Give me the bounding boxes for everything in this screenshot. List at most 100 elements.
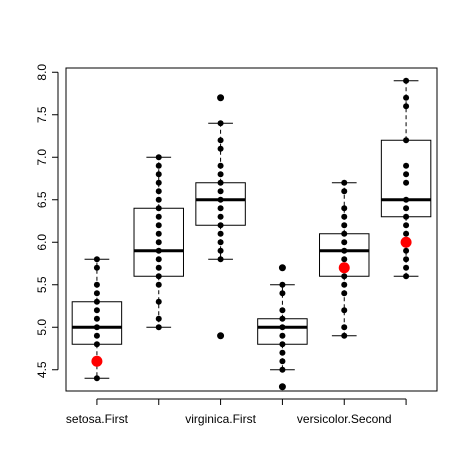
data-point	[155, 256, 162, 263]
box-iqr	[257, 318, 308, 345]
data-point	[403, 213, 410, 220]
highlight-point	[400, 236, 412, 248]
data-point	[279, 290, 286, 297]
data-point	[93, 315, 100, 322]
data-point	[155, 324, 162, 331]
data-point	[217, 179, 224, 186]
highlight-series	[91, 236, 412, 367]
data-point	[93, 298, 100, 305]
data-point	[341, 239, 348, 246]
data-point	[217, 247, 224, 254]
data-point	[93, 256, 100, 263]
data-point	[341, 188, 348, 195]
data-point	[403, 205, 410, 212]
y-tick-label: 5.0	[35, 319, 49, 336]
data-point	[155, 213, 162, 220]
x-tick-label: setosa.First	[66, 412, 129, 426]
data-point	[341, 290, 348, 297]
data-point	[403, 264, 410, 271]
data-point	[403, 77, 410, 84]
data-point	[217, 94, 224, 101]
data-point	[217, 332, 224, 339]
data-point	[403, 171, 410, 178]
data-point	[279, 281, 286, 288]
data-point	[217, 239, 224, 246]
data-point	[279, 383, 286, 390]
data-point	[403, 222, 410, 229]
data-point	[341, 213, 348, 220]
data-point	[341, 256, 348, 263]
data-point	[155, 264, 162, 271]
data-point	[155, 239, 162, 246]
data-point	[403, 94, 410, 101]
data-point	[93, 332, 100, 339]
data-point	[217, 205, 224, 212]
data-point	[341, 324, 348, 331]
y-tick-label: 6.5	[35, 191, 49, 208]
plot-frame	[65, 67, 438, 392]
data-point	[155, 179, 162, 186]
data-point	[155, 188, 162, 195]
data-point	[217, 256, 224, 263]
data-point	[341, 247, 348, 254]
data-point	[279, 264, 286, 271]
data-point	[403, 230, 410, 237]
data-point	[341, 307, 348, 314]
data-point	[93, 290, 100, 297]
y-tick-label: 6.0	[35, 234, 49, 251]
data-point	[217, 196, 224, 203]
data-point	[217, 188, 224, 195]
data-point	[341, 273, 348, 280]
data-point	[155, 298, 162, 305]
y-tick-label: 5.5	[35, 276, 49, 293]
point-series	[93, 77, 410, 390]
data-point	[279, 366, 286, 373]
x-axis: setosa.First virginica.First versicolor.Se…	[66, 398, 407, 426]
data-point	[279, 341, 286, 348]
data-point	[217, 137, 224, 144]
y-tick-label: 4.5	[35, 361, 49, 378]
data-point	[279, 324, 286, 331]
data-point	[155, 154, 162, 161]
data-point	[93, 264, 100, 271]
highlight-point	[91, 355, 103, 367]
data-point	[155, 205, 162, 212]
data-point	[155, 196, 162, 203]
x-tick-label: versicolor.Second	[297, 412, 392, 426]
data-point	[155, 273, 162, 280]
data-point	[93, 341, 100, 348]
data-point	[93, 281, 100, 288]
data-point	[217, 171, 224, 178]
y-tick-label: 7.0	[35, 149, 49, 166]
y-tick-label: 7.5	[35, 106, 49, 123]
box-group	[257, 264, 308, 391]
highlight-point	[338, 262, 350, 274]
data-point	[155, 162, 162, 169]
y-tick-label: 8.0	[35, 64, 49, 81]
data-point	[155, 171, 162, 178]
data-point	[341, 281, 348, 288]
data-point	[403, 256, 410, 263]
data-point	[279, 358, 286, 365]
data-point	[217, 162, 224, 169]
data-point	[93, 375, 100, 382]
data-point	[217, 213, 224, 220]
data-point	[217, 145, 224, 152]
data-point	[341, 230, 348, 237]
data-point	[403, 273, 410, 280]
data-point	[217, 222, 224, 229]
data-point	[155, 281, 162, 288]
data-point	[403, 196, 410, 203]
data-point	[341, 179, 348, 186]
data-point	[217, 120, 224, 127]
data-point	[403, 103, 410, 110]
data-point	[341, 332, 348, 339]
data-point	[279, 307, 286, 314]
data-point	[403, 162, 410, 169]
data-point	[341, 205, 348, 212]
data-point	[93, 307, 100, 314]
data-point	[155, 230, 162, 237]
data-point	[341, 222, 348, 229]
data-point	[403, 179, 410, 186]
